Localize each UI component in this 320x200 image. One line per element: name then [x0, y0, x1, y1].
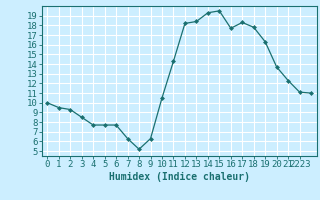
X-axis label: Humidex (Indice chaleur): Humidex (Indice chaleur)	[109, 172, 250, 182]
